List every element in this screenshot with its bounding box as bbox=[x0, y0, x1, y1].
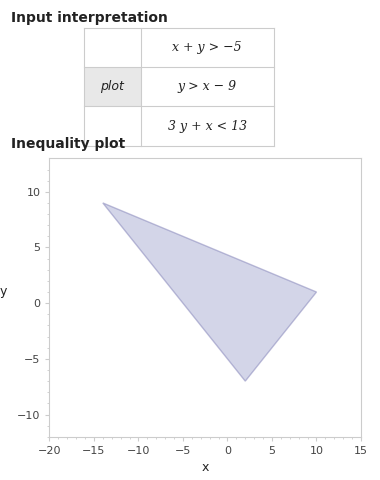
Text: plot: plot bbox=[100, 80, 124, 93]
Text: y > x − 9: y > x − 9 bbox=[177, 80, 237, 93]
Bar bbox=[84, 67, 141, 107]
Text: Inequality plot: Inequality plot bbox=[11, 136, 126, 151]
X-axis label: x: x bbox=[201, 461, 209, 474]
Y-axis label: y: y bbox=[0, 285, 7, 298]
Text: x + y > −5: x + y > −5 bbox=[172, 41, 242, 54]
Text: 3 y + x < 13: 3 y + x < 13 bbox=[168, 120, 247, 132]
Polygon shape bbox=[103, 203, 317, 381]
Text: Input interpretation: Input interpretation bbox=[11, 11, 168, 25]
